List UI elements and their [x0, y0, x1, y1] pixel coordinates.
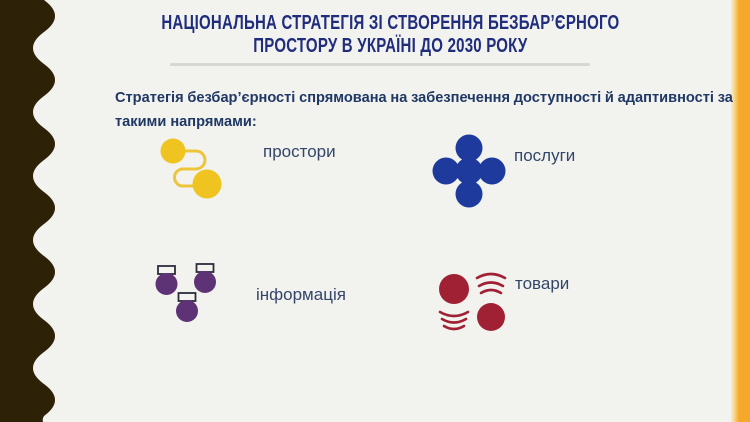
moving-circles-icon	[438, 272, 507, 331]
title-underline	[170, 63, 590, 66]
route-path-icon	[160, 138, 222, 199]
circle-cross-icon	[432, 134, 506, 208]
item-label-services: послуги	[514, 146, 576, 165]
intro-line-1: Стратегія безбар’єрності спрямована на забез…	[115, 90, 733, 106]
intro-text: Стратегія безбар’єрності спрямована на забез…	[115, 86, 733, 134]
left-wave-decoration	[0, 0, 55, 422]
title-line-1: НАЦІОНАЛЬНА СТРАТЕГІЯ ЗІ СТВОРЕННЯ БЕЗБА…	[160, 12, 620, 34]
title-line-2: ПРОСТОРУ В УКРАЇНІ ДО 2030 РОКУ	[252, 35, 528, 57]
item-label-spaces: простори	[263, 142, 336, 161]
item-label-goods: товари	[515, 274, 570, 293]
right-accent-stripe	[731, 0, 750, 422]
slide-title: НАЦІОНАЛЬНА СТРАТЕГІЯ ЗІ СТВОРЕННЯ БЕЗБА…	[60, 12, 720, 58]
intro-line-2: такими напрямами:	[115, 114, 257, 130]
signpost-circles-icon	[155, 263, 216, 322]
item-label-information: інформація	[256, 285, 346, 304]
slide-title-text: НАЦІОНАЛЬНА СТРАТЕГІЯ ЗІ СТВОРЕННЯ БЕЗБА…	[161, 12, 619, 58]
